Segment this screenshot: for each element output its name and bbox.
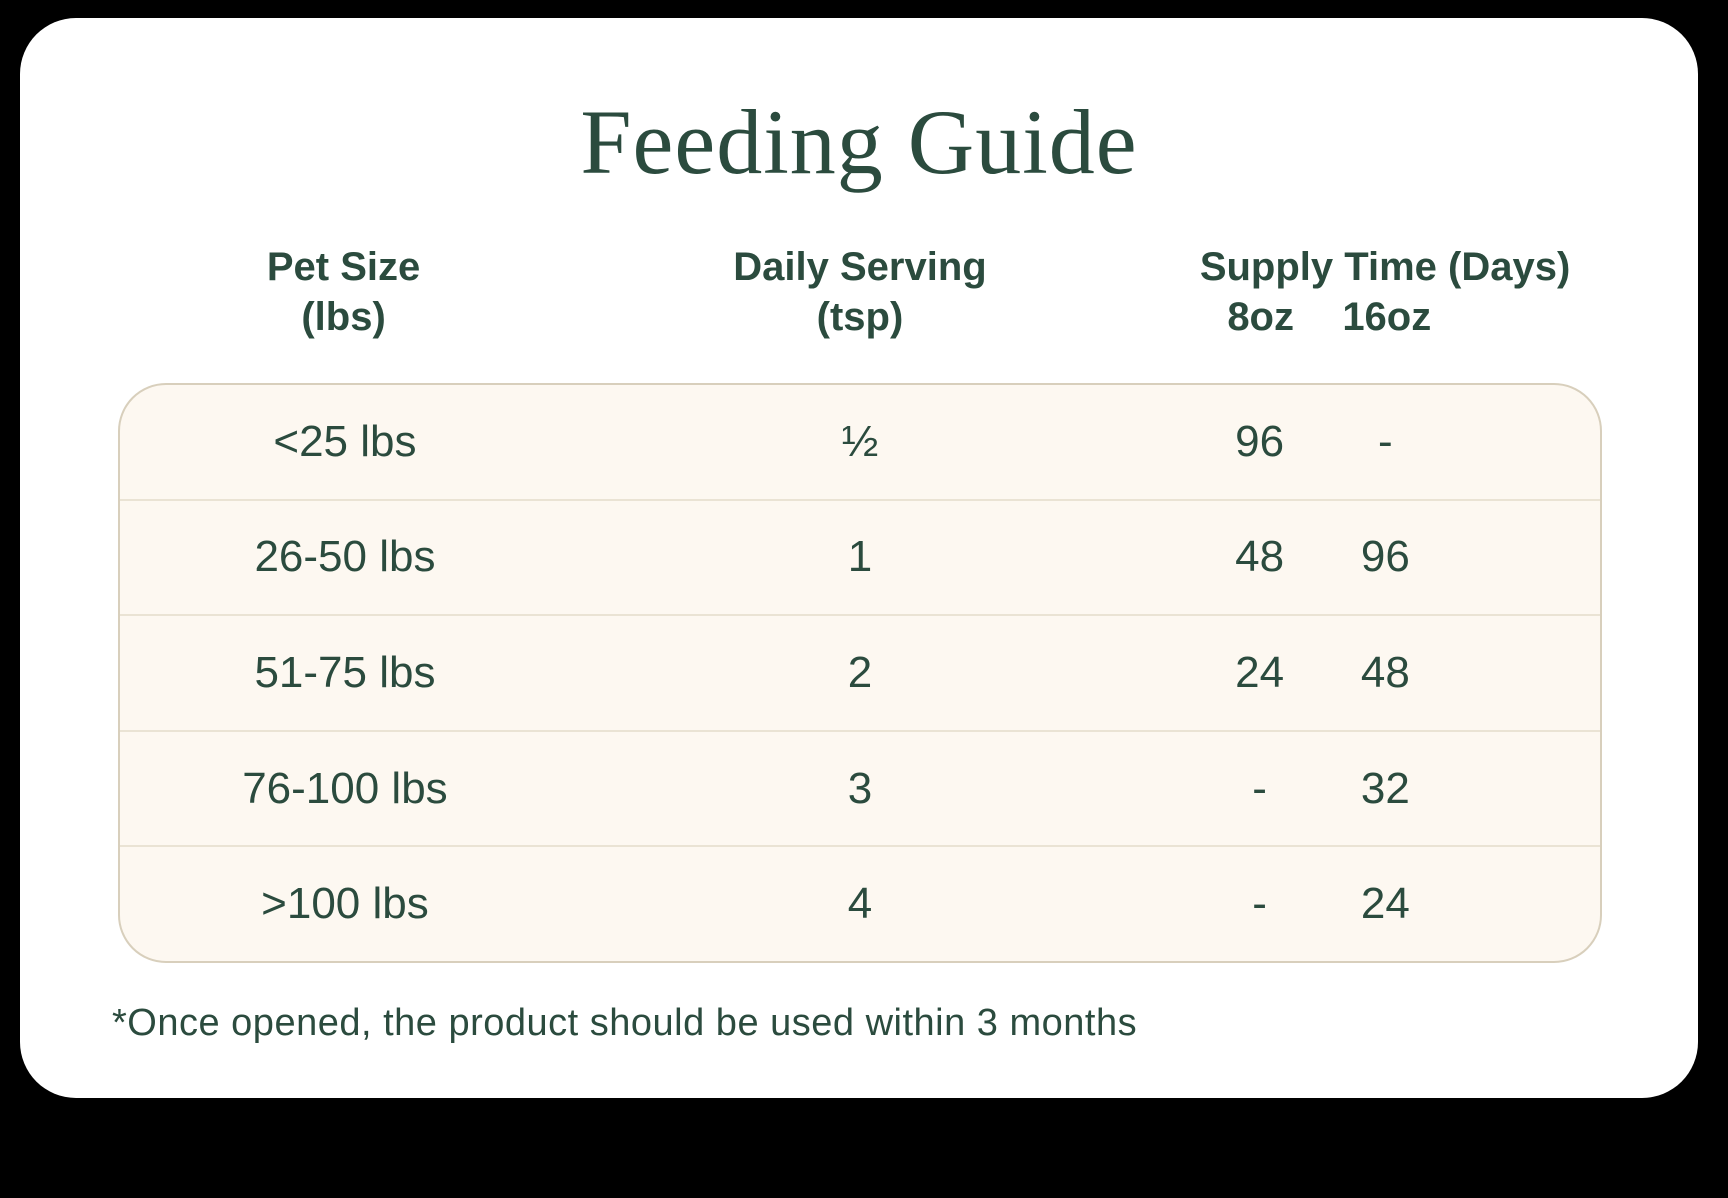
cell-supply-16oz: - bbox=[1378, 416, 1393, 466]
cell-serving: 3 bbox=[847, 763, 873, 813]
table-row: >100 lbs 4 - 24 bbox=[120, 845, 1600, 961]
cell-serving: 1 bbox=[847, 532, 873, 582]
table-row: 51-75 lbs 2 24 48 bbox=[120, 614, 1600, 730]
header-pet-size-unit: (lbs) bbox=[301, 295, 386, 339]
header-16oz: 16oz bbox=[1342, 295, 1432, 339]
header-8oz: 8oz bbox=[1227, 295, 1294, 339]
content-card: Feeding Guide Pet Size Daily Serving Sup… bbox=[20, 18, 1698, 1098]
cell-pet-size: 51-75 lbs bbox=[254, 647, 436, 697]
cell-serving: ½ bbox=[841, 416, 879, 466]
cell-supply-16oz: 24 bbox=[1360, 879, 1410, 929]
cell-pet-size: >100 lbs bbox=[261, 879, 429, 929]
cell-supply-16oz: 96 bbox=[1360, 532, 1410, 582]
table-header: Pet Size Daily Serving Supply Time (Days… bbox=[118, 242, 1602, 342]
cell-serving: 4 bbox=[847, 879, 873, 929]
cell-pet-size: 76-100 lbs bbox=[242, 763, 448, 813]
cell-supply-8oz: - bbox=[1252, 879, 1267, 929]
cell-supply-8oz: 24 bbox=[1235, 647, 1285, 697]
feeding-table: <25 lbs ½ 96 - 26-50 lbs 1 48 96 51-75 l… bbox=[118, 383, 1602, 963]
page-title: Feeding Guide bbox=[580, 91, 1138, 193]
cell-serving: 2 bbox=[847, 647, 873, 697]
cell-supply-16oz: 48 bbox=[1360, 647, 1410, 697]
cell-supply-8oz: 96 bbox=[1235, 416, 1285, 466]
table-row: 26-50 lbs 1 48 96 bbox=[120, 498, 1600, 615]
cell-supply-8oz: 48 bbox=[1235, 532, 1285, 582]
header-supply-time: Supply Time (Days) bbox=[1199, 245, 1571, 289]
header-daily-serving: Daily Serving bbox=[733, 245, 987, 289]
table-row: <25 lbs ½ 96 - bbox=[120, 385, 1600, 499]
header-daily-serving-unit: (tsp) bbox=[816, 295, 904, 339]
cell-supply-8oz: - bbox=[1252, 763, 1267, 813]
cell-pet-size: <25 lbs bbox=[273, 416, 417, 466]
cell-supply-16oz: 32 bbox=[1360, 763, 1410, 813]
cell-pet-size: 26-50 lbs bbox=[254, 532, 436, 582]
footnote: *Once opened, the product should be used… bbox=[112, 1002, 1138, 1044]
header-pet-size: Pet Size bbox=[266, 245, 421, 289]
table-row: 76-100 lbs 3 - 32 bbox=[120, 729, 1600, 846]
